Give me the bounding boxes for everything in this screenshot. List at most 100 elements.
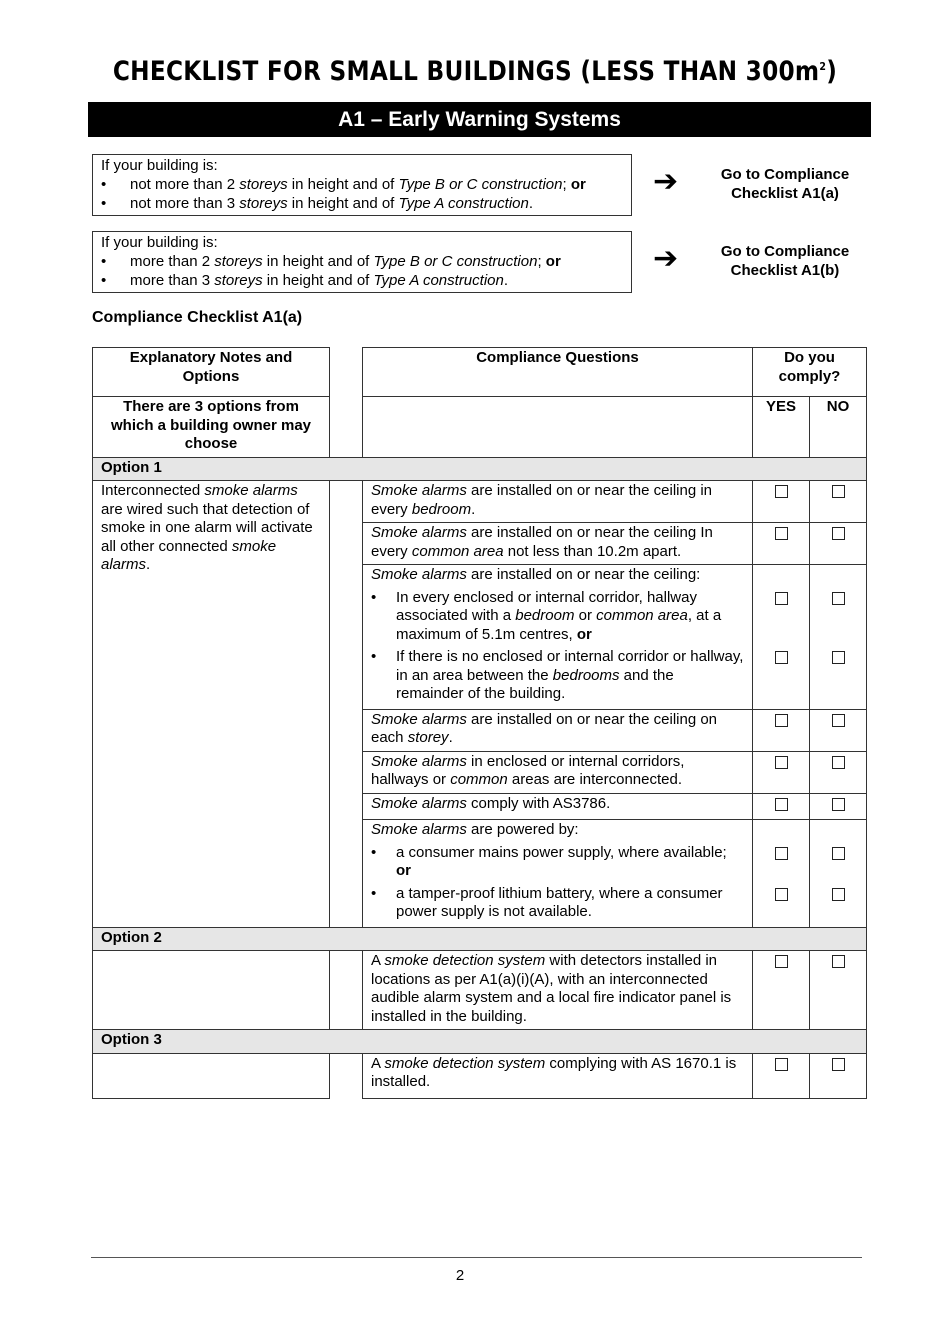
yes-checkbox[interactable] [774, 651, 788, 664]
text-segment: are installed on or near the ceiling in … [371, 482, 713, 518]
text-segment: Smoke alarms [371, 821, 467, 838]
text-segment: not more than 2 [130, 176, 240, 193]
condition-item: not more than 3 storeys in height and of… [101, 194, 631, 213]
yes-checkbox[interactable] [774, 591, 788, 605]
text-segment: are installed on or near the ceiling on … [371, 710, 718, 747]
text-segment: Interconnected [101, 482, 205, 499]
text-segment: more than 2 [130, 253, 215, 270]
text-segment: . [503, 272, 509, 289]
header-no: NO [809, 396, 867, 458]
column-gap [329, 456, 363, 481]
yes-checkbox[interactable] [774, 485, 788, 498]
goto-checklist-link[interactable]: Go to Compliance Checklist A1(a) [720, 166, 850, 202]
column-gap [329, 926, 363, 951]
no-checkbox[interactable] [831, 713, 845, 727]
question-bullet: a tamper-proof lithium battery, where a … [362, 883, 753, 928]
text-segment: in height and of [262, 253, 374, 270]
condition-box: If your building is:more than 2 storeys … [92, 231, 632, 293]
column-gap [330, 1053, 363, 1098]
text-segment: A [371, 1054, 385, 1072]
text-segment: Smoke alarms [371, 566, 467, 583]
text-segment: comply with AS3786. [466, 794, 611, 812]
question-row: Interconnected smoke alarms are wired su… [92, 480, 867, 928]
compliance-question: Smoke alarms are installed on or near th… [362, 480, 753, 523]
table-subheader-row: There are 3 options from which a buildin… [92, 396, 867, 458]
text-segment: . [528, 195, 534, 212]
option-bar-fill [362, 1029, 753, 1054]
no-checkbox[interactable] [831, 1057, 845, 1071]
option-note [92, 950, 330, 1030]
no-checkbox[interactable] [831, 485, 845, 498]
question-bullet: If there is no enclosed or internal corr… [362, 647, 753, 710]
no-cell [809, 950, 867, 1030]
option-header-row: Option 2 [92, 926, 867, 951]
header-questions: Compliance Questions [362, 347, 753, 397]
text-segment: smoke detection system [384, 952, 546, 969]
column-gap [329, 1029, 363, 1054]
text-segment: more than 3 [130, 272, 215, 289]
no-cell [809, 819, 867, 843]
compliance-question: Smoke alarms are installed on or near th… [362, 522, 753, 565]
text-segment: Type A construction [373, 272, 504, 289]
yes-cell [752, 708, 810, 752]
condition-list: not more than 2 storeys in height and of… [101, 175, 631, 213]
text-segment: smoke alarms [204, 482, 298, 499]
question-bullet-row: a consumer mains power supply, where ava… [93, 842, 867, 884]
yes-checkbox[interactable] [774, 846, 788, 860]
text-segment: Type B or C construction [398, 176, 563, 193]
option-header-row: Option 1 [92, 456, 867, 481]
goto-checklist-link[interactable]: Go to Compliance Checklist A1(b) [720, 243, 850, 279]
no-checkbox[interactable] [831, 527, 845, 540]
text-segment: common area [596, 607, 688, 624]
yes-checkbox[interactable] [774, 755, 788, 769]
option-note [92, 1052, 330, 1099]
no-checkbox[interactable] [831, 591, 845, 605]
text-segment: storeys [214, 253, 263, 270]
text-segment: in height and of [287, 176, 399, 193]
no-cell [809, 564, 867, 588]
text-segment: in height and of [262, 272, 374, 289]
bullet-item: In every enclosed or internal corridor, … [371, 589, 744, 645]
text-segment: storey [407, 729, 449, 746]
section-banner: A1 – Early Warning Systems [88, 102, 871, 137]
text-segment: or [570, 176, 586, 193]
text-segment: . [448, 729, 453, 746]
question-row: A smoke detection system complying with … [92, 1052, 867, 1099]
text-segment: are powered by: [466, 821, 579, 838]
no-checkbox[interactable] [831, 797, 845, 811]
yes-checkbox[interactable] [774, 713, 788, 727]
no-cell [809, 587, 867, 647]
no-checkbox[interactable] [831, 846, 845, 860]
question-bullet: In every enclosed or internal corridor, … [362, 587, 753, 647]
no-checkbox[interactable] [831, 755, 845, 769]
condition-box: If your building is:not more than 2 stor… [92, 154, 632, 216]
text-segment: are wired such that detection of smoke i… [101, 500, 313, 555]
text-segment: Smoke alarms [371, 752, 467, 770]
yes-checkbox[interactable] [774, 1057, 788, 1071]
yes-cell [752, 522, 810, 565]
text-segment: Smoke alarms [371, 524, 467, 541]
yes-checkbox[interactable] [774, 797, 788, 811]
option-bar-fill [752, 1029, 810, 1054]
header-questions-sub [362, 396, 753, 458]
no-cell [809, 883, 867, 928]
yes-checkbox[interactable] [774, 955, 788, 968]
option-bar-fill [809, 456, 867, 481]
text-segment: and the remainder of the building. [396, 666, 674, 703]
text-segment: Smoke alarms [371, 482, 467, 499]
text-segment: in enclosed or internal corridors, hallw… [371, 752, 685, 789]
text-segment: or [545, 253, 561, 270]
no-checkbox[interactable] [831, 887, 845, 901]
column-gap [330, 951, 363, 1030]
text-segment: , at a maximum of 5.1m centres, [396, 607, 722, 643]
text-segment: . [471, 500, 476, 518]
yes-checkbox[interactable] [774, 527, 788, 540]
condition-item: more than 2 storeys in height and of Typ… [101, 252, 631, 271]
yes-checkbox[interactable] [774, 887, 788, 901]
option-label: Option 3 [92, 1029, 330, 1054]
text-segment: bedroom [515, 607, 575, 624]
compliance-question: A smoke detection system with detectors … [362, 950, 753, 1030]
footer-divider [91, 1257, 862, 1258]
no-checkbox[interactable] [831, 651, 845, 664]
no-checkbox[interactable] [831, 955, 845, 968]
